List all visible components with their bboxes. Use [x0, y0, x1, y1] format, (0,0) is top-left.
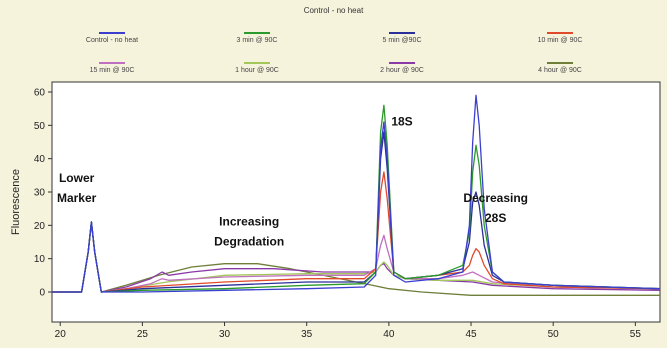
y-tick-label: 40: [34, 154, 46, 165]
legend-swatch: [389, 62, 415, 64]
y-tick-label: 10: [34, 254, 46, 265]
annotation: Marker: [57, 191, 97, 205]
legend-item: 10 min @ 90C: [490, 32, 630, 44]
legend-swatch: [547, 62, 573, 64]
legend-swatch: [99, 62, 125, 64]
legend-title: Control - no heat: [303, 6, 364, 15]
legend-label: 3 min @ 90C: [236, 37, 278, 44]
legend-swatch: [99, 32, 125, 34]
annotation: Increasing: [219, 214, 279, 228]
x-tick-label: 45: [465, 329, 477, 340]
legend-item: 15 min @ 90C: [42, 62, 182, 74]
legend-swatch: [244, 32, 270, 34]
legend-item: 3 min @ 90C: [187, 32, 327, 44]
legend-item: 5 min @90C: [332, 32, 472, 44]
y-tick-label: 50: [34, 121, 46, 132]
legend-label: 4 hour @ 90C: [538, 67, 582, 74]
legend-label: 15 min @ 90C: [89, 67, 135, 74]
x-tick-label: 30: [219, 329, 231, 340]
x-tick-label: 40: [383, 329, 395, 340]
x-tick-label: 35: [301, 329, 313, 340]
legend-item: 2 hour @ 90C: [332, 62, 472, 74]
annotation: Degradation: [214, 234, 284, 248]
x-tick-label: 55: [630, 329, 642, 340]
y-axis-label: Fluorescence: [10, 169, 22, 235]
legend-label: 1 hour @ 90C: [235, 67, 279, 74]
legend-item: 4 hour @ 90C: [490, 62, 630, 74]
legend-item: 1 hour @ 90C: [187, 62, 327, 74]
legend-item: Control - no heat: [42, 32, 182, 44]
annotation: 28S: [485, 211, 506, 225]
annotation: Lower: [59, 171, 95, 185]
legend-swatch: [547, 32, 573, 34]
legend-swatch: [389, 32, 415, 34]
series-line: [52, 94, 661, 293]
annotation: Decreasing: [463, 191, 528, 205]
x-tick-label: 25: [137, 329, 149, 340]
annotation: 18S: [391, 114, 412, 128]
legend-swatch: [244, 62, 270, 64]
legend-label: 2 hour @ 90C: [380, 67, 424, 74]
y-tick-label: 20: [34, 221, 46, 232]
y-tick-label: 0: [39, 288, 45, 299]
x-tick-label: 20: [55, 329, 67, 340]
y-tick-label: 30: [34, 188, 46, 199]
y-tick-label: 60: [34, 88, 46, 99]
legend-label: 5 min @90C: [382, 37, 422, 44]
x-tick-label: 50: [548, 329, 560, 340]
legend-label: Control - no heat: [85, 37, 139, 44]
legend-label: 10 min @ 90C: [537, 37, 583, 44]
